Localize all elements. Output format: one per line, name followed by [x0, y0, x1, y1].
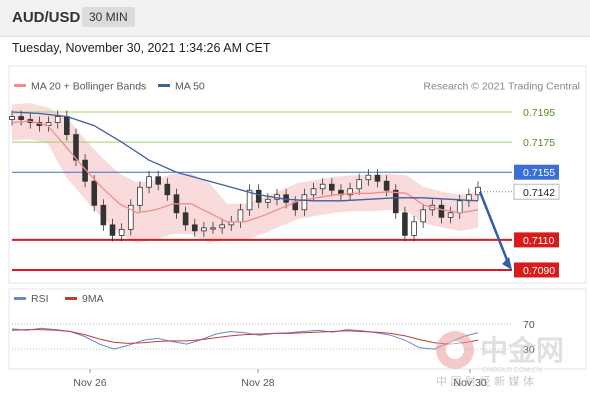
rsi-legend-label: RSI — [31, 293, 49, 305]
ma50-legend-label: MA 50 — [175, 81, 205, 93]
candle-body — [73, 134, 79, 161]
rsi-pane — [8, 288, 587, 370]
candle-body — [301, 194, 308, 211]
candle-body — [347, 188, 353, 196]
candle-body — [356, 179, 363, 190]
candle-body — [9, 116, 15, 120]
price-pane — [8, 65, 587, 284]
candle-body — [438, 204, 445, 218]
candle-body — [447, 212, 454, 218]
candle-body — [392, 189, 399, 214]
watermark-tagline: 中 国 财 经 新 媒 体 — [436, 374, 534, 388]
rsi-tick-70: 70 — [523, 319, 535, 331]
rsi-line — [11, 327, 479, 350]
candle-body — [201, 227, 207, 232]
level-label-0-7142: 0.7142 — [523, 187, 555, 199]
candle-body — [310, 188, 317, 196]
candle-body — [237, 209, 244, 223]
chart-header-bar: AUD/USD 30 MIN — [0, 0, 590, 37]
candle-body — [365, 174, 372, 181]
level-label-box-0-7090 — [514, 262, 559, 278]
candle-body — [118, 228, 125, 236]
watermark-domain: CNGOLD.COM.CN — [482, 367, 542, 374]
candle-body — [155, 176, 161, 185]
ma20-line — [11, 120, 479, 223]
x-axis-label: Nov 28 — [241, 377, 274, 389]
candle-body — [64, 116, 70, 135]
candle-body — [420, 209, 426, 223]
forecast-arrow-shaft — [478, 191, 511, 266]
candle-body — [191, 224, 198, 232]
candle-body — [18, 116, 24, 120]
candle-body — [109, 224, 116, 236]
ma20-legend-label: MA 20 + Bollinger Bands — [31, 81, 146, 93]
x-axis-label: Nov 26 — [73, 377, 106, 389]
watermark-logo-text: 中金网 — [480, 334, 564, 367]
candle-body — [91, 180, 98, 206]
level-label-0-7195: 0.7195 — [523, 107, 555, 119]
candle-body — [100, 204, 107, 226]
level-label-0-7090: 0.7090 — [523, 265, 555, 277]
candle-body — [246, 189, 253, 211]
watermark: 中金网 CNGOLD.COM.CN 中 国 财 经 新 媒 体 — [436, 331, 564, 388]
rsi-ma9-line — [11, 329, 479, 345]
candle-body — [54, 116, 61, 123]
candle-body — [127, 204, 134, 230]
ma50-legend-swatch — [158, 84, 170, 87]
candle-body — [182, 212, 189, 226]
ma20-legend-swatch — [14, 84, 26, 87]
candle-body — [137, 186, 143, 206]
level-label-box-0-7142 — [513, 183, 560, 200]
symbol-title: AUD/USD — [12, 9, 81, 26]
ma50-line — [11, 111, 479, 202]
chart-datetime: Tuesday, November 30, 2021 1:34:26 AM CE… — [12, 41, 271, 55]
candle-body — [411, 221, 417, 236]
timeframe-button[interactable]: 30 MIN — [82, 7, 135, 27]
candle-body — [374, 174, 381, 182]
rsi-legend-swatch — [14, 297, 26, 300]
ma9-legend-swatch — [65, 297, 77, 300]
watermark-logo-inner — [446, 341, 464, 359]
candle-body — [475, 186, 481, 196]
level-label-0-7110: 0.7110 — [523, 235, 554, 247]
candle-body — [146, 176, 152, 188]
level-label-0-7175: 0.7175 — [523, 137, 555, 149]
forecast-arrow-head — [502, 256, 512, 270]
level-label-0-7155: 0.7155 — [523, 167, 555, 179]
candle-body — [210, 227, 216, 230]
x-axis-label: Nov 30 — [453, 377, 486, 389]
candle-body — [329, 183, 335, 191]
candle-body — [219, 224, 225, 229]
ma9-legend-label: 9MA — [82, 293, 104, 305]
level-label-box-0-7110 — [514, 232, 559, 248]
rsi-tick-30: 30 — [523, 344, 535, 356]
candle-body — [255, 189, 262, 203]
candle-body — [402, 212, 408, 236]
level-label-box-0-7155 — [514, 164, 559, 180]
candle-body — [383, 180, 390, 191]
candle-body — [319, 183, 326, 190]
candle-body — [456, 200, 463, 214]
candle-body — [164, 183, 171, 196]
candle-body — [82, 159, 88, 182]
candle-body — [265, 198, 271, 203]
research-credit: Research © 2021 Trading Central — [423, 81, 580, 93]
